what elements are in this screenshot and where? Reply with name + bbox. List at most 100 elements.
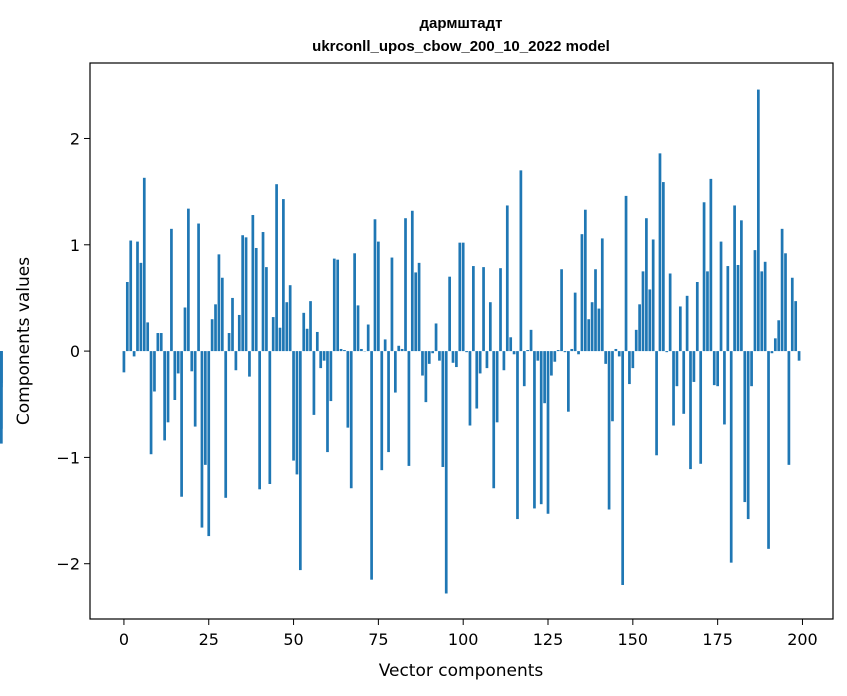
bar-184 [746, 351, 750, 520]
bar-78 [387, 351, 390, 453]
bar-103 [472, 266, 475, 352]
bar-128 [556, 350, 560, 352]
bar-undefined [0, 351, 3, 429]
bar-152 [638, 304, 641, 352]
bar-131 [567, 351, 570, 412]
bar-106 [482, 267, 485, 352]
bar-168 [692, 351, 696, 382]
bar-191 [770, 351, 774, 354]
bar-115 [512, 351, 516, 355]
bar-175 [716, 351, 719, 387]
bar-179 [729, 351, 733, 563]
bar-62 [332, 258, 336, 352]
bar-41 [261, 232, 265, 352]
bar-138 [590, 302, 594, 352]
bar-99 [458, 242, 462, 352]
bar-146 [617, 351, 621, 357]
bar-176 [719, 241, 723, 352]
x-tick-label: 50 [283, 630, 303, 649]
bar-134 [577, 351, 580, 355]
bar-31 [227, 333, 231, 352]
bar-186 [753, 250, 757, 352]
x-tick-label: 200 [787, 630, 818, 649]
bar-173 [709, 178, 713, 352]
bar-56 [312, 351, 316, 415]
bar-122 [536, 351, 540, 361]
bar-53 [302, 312, 306, 352]
bar-96 [448, 276, 451, 352]
bar-82 [400, 348, 404, 352]
bar-141 [600, 238, 604, 352]
bar-28 [217, 254, 221, 352]
bar-83 [404, 218, 407, 352]
bar-40 [258, 351, 261, 490]
bar-199 [797, 351, 801, 361]
bar-181 [736, 264, 740, 352]
bar-155 [648, 289, 652, 352]
bar-16 [176, 351, 180, 374]
bar-11 [159, 333, 163, 352]
bar-48 [285, 302, 289, 352]
bar-55 [309, 301, 312, 352]
bar-178 [726, 266, 730, 352]
bar-35 [241, 235, 245, 352]
bar-194 [780, 228, 784, 352]
bar-104 [475, 351, 479, 409]
y-tick-label: −1 [56, 448, 80, 467]
y-axis-label: Components values [14, 257, 34, 425]
bar-27 [214, 304, 217, 352]
bar-87 [417, 262, 421, 352]
bar-89 [424, 351, 428, 403]
bar-129 [560, 269, 563, 352]
bar-44 [271, 317, 275, 352]
bar-1 [125, 282, 129, 352]
bar-12 [163, 351, 166, 441]
bar-18 [183, 307, 187, 352]
bar-144 [611, 351, 614, 422]
bar-88 [421, 351, 424, 376]
bar-49 [288, 285, 292, 352]
bar-143 [607, 351, 611, 510]
bar-73 [370, 351, 373, 580]
bar-4 [136, 241, 139, 352]
bar-198 [794, 301, 798, 352]
bar-158 [658, 153, 662, 352]
bar-125 [546, 351, 550, 514]
bar-169 [695, 282, 699, 352]
bar-110 [495, 351, 499, 423]
bar-20 [190, 351, 194, 372]
bar-170 [699, 351, 703, 464]
chart-title: дармштадт [420, 15, 503, 32]
y-tick-label: −2 [56, 555, 80, 574]
bar-116 [516, 351, 519, 520]
bar-91 [431, 351, 435, 354]
bar-151 [634, 329, 638, 352]
bar-157 [655, 351, 658, 456]
bar-86 [414, 272, 418, 352]
bar-135 [580, 234, 584, 352]
bar-69 [356, 305, 360, 352]
bar-5 [139, 262, 143, 352]
bar-63 [336, 259, 340, 352]
x-tick-label: 125 [533, 630, 564, 649]
bar-98 [455, 351, 458, 368]
bar-22 [197, 223, 200, 352]
bar-77 [383, 339, 387, 352]
bar-113 [505, 205, 509, 352]
bar-145 [614, 348, 618, 352]
bars-group [0, 89, 801, 594]
y-axis-ticks: −2 −1 0 1 2 [56, 129, 90, 574]
bar-114 [509, 337, 513, 352]
bar-13 [166, 351, 170, 423]
bar-139 [594, 269, 597, 352]
bar-118 [522, 351, 526, 387]
bar-102 [468, 351, 472, 426]
x-axis-label: Vector components [379, 661, 544, 681]
bar-47 [282, 199, 285, 352]
bar-119 [526, 350, 530, 352]
bar-38 [251, 215, 255, 352]
bar-90 [427, 351, 431, 364]
bar-2 [129, 240, 133, 352]
bar-45 [275, 184, 278, 352]
bar-133 [573, 292, 577, 352]
